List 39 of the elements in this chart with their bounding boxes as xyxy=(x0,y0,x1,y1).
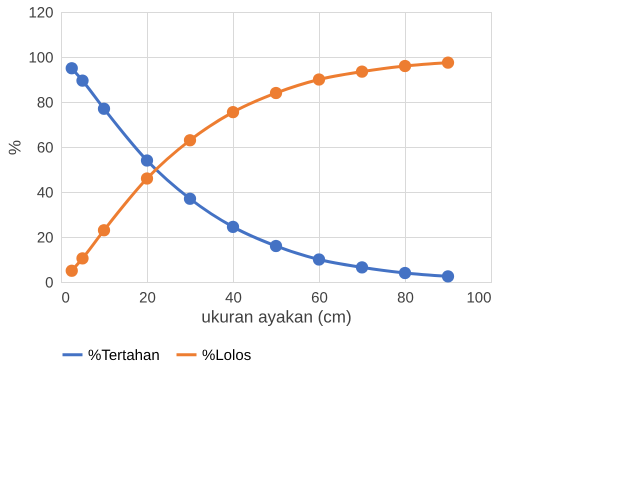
point xyxy=(98,224,110,236)
point xyxy=(312,253,326,266)
point xyxy=(140,154,154,167)
y-tick-label: 100 xyxy=(28,50,54,66)
point xyxy=(442,56,454,69)
y-axis-title: % xyxy=(5,140,24,156)
point xyxy=(356,261,368,274)
point xyxy=(442,270,454,282)
y-tick-label: 80 xyxy=(36,94,54,112)
x-axis-title: ukuran ayakan (cm) xyxy=(201,308,352,326)
point xyxy=(270,86,282,100)
point xyxy=(66,264,78,277)
point xyxy=(98,102,110,115)
point xyxy=(184,134,196,146)
y-tick-label: 0 xyxy=(45,274,54,292)
y-tick-label: 20 xyxy=(36,230,54,246)
point xyxy=(356,66,368,78)
point xyxy=(76,74,89,87)
point xyxy=(312,73,326,86)
point xyxy=(184,192,196,205)
x-tick-label: 20 xyxy=(139,290,156,306)
point xyxy=(66,62,78,74)
point xyxy=(398,60,412,72)
point xyxy=(140,172,154,185)
x-tick-label: 80 xyxy=(397,290,414,306)
legend-label: %Tertahan xyxy=(88,346,160,364)
x-tick-label: 40 xyxy=(225,290,242,306)
point xyxy=(270,240,282,252)
y-tick-label: 60 xyxy=(36,140,54,156)
x-tick-label: 0 xyxy=(62,290,70,306)
x-tick-label: 60 xyxy=(311,290,328,306)
y-tick-label: 120 xyxy=(28,4,54,22)
point xyxy=(398,266,412,280)
legend-label: %Lolos xyxy=(202,346,252,364)
y-tick-label: 40 xyxy=(36,184,54,202)
x-tick-label: 100 xyxy=(466,290,492,306)
point xyxy=(226,106,240,118)
point xyxy=(76,252,89,264)
point xyxy=(226,220,240,233)
